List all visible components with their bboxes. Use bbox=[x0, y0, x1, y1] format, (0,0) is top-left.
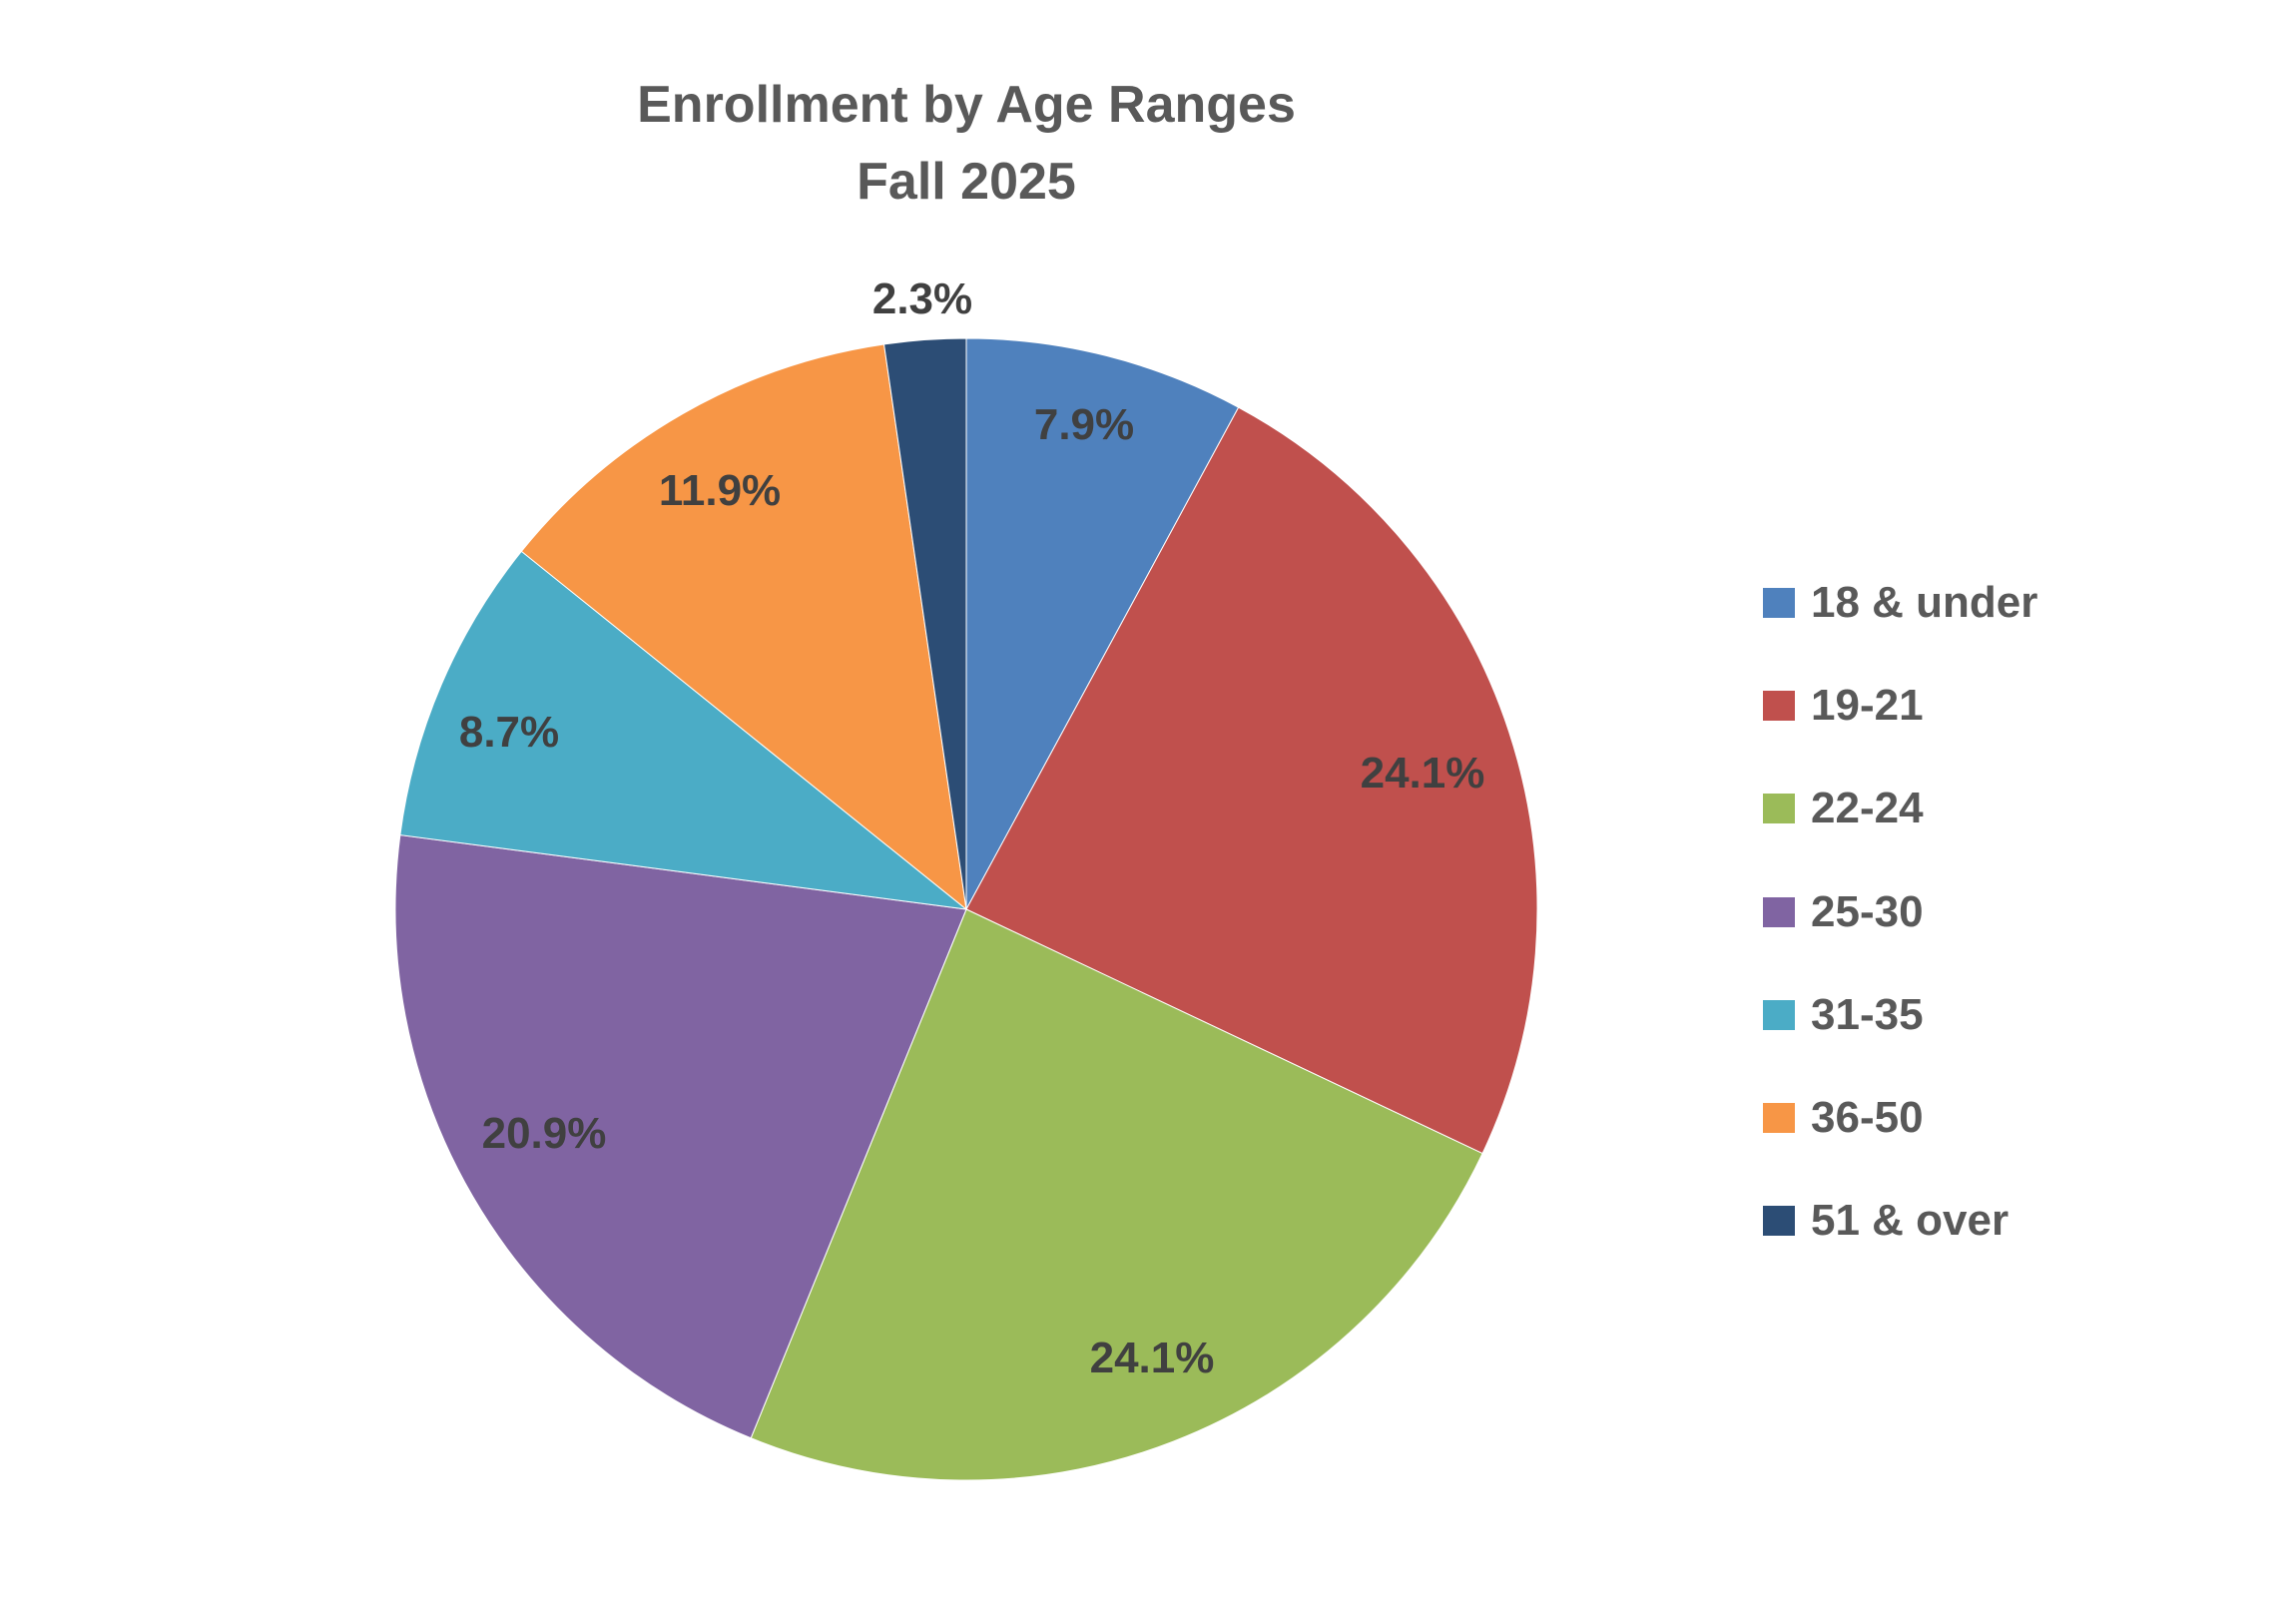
data-label: 7.9% bbox=[1034, 400, 1134, 449]
legend-label: 25-30 bbox=[1811, 886, 1924, 936]
legend-swatch bbox=[1763, 1103, 1795, 1133]
legend-label: 22-24 bbox=[1811, 784, 1924, 833]
chart-subtitle: Fall 2025 bbox=[857, 153, 1076, 211]
data-label: 24.1% bbox=[1090, 1334, 1215, 1382]
legend-item: 36-50 bbox=[1763, 1093, 1924, 1143]
legend-item: 51 & over bbox=[1763, 1196, 2009, 1246]
legend-item: 25-30 bbox=[1763, 887, 1924, 937]
pie-slice-36-50 bbox=[520, 343, 967, 911]
pie-slice-25-30 bbox=[394, 834, 967, 1439]
data-label: 2.3% bbox=[872, 274, 972, 323]
pie-slice-22-24 bbox=[750, 908, 1483, 1481]
data-label: 24.1% bbox=[1361, 749, 1485, 798]
legend-item: 31-35 bbox=[1763, 990, 1924, 1040]
legend-swatch bbox=[1763, 896, 1795, 927]
pie-slice-18-under bbox=[965, 337, 1240, 910]
chart-title: Enrollment by Age Ranges bbox=[637, 76, 1296, 134]
pie-slice-51-over bbox=[882, 337, 967, 910]
data-label: 8.7% bbox=[459, 708, 559, 757]
legend-label: 51 & over bbox=[1811, 1196, 2009, 1246]
legend-item: 18 & under bbox=[1763, 578, 2037, 628]
legend-label: 18 & under bbox=[1811, 578, 2038, 627]
legend-swatch bbox=[1763, 691, 1795, 722]
legend-label: 31-35 bbox=[1811, 989, 1924, 1039]
legend-swatch bbox=[1763, 1206, 1795, 1237]
legend-label: 19-21 bbox=[1811, 681, 1924, 731]
legend-swatch bbox=[1763, 999, 1795, 1030]
legend-label: 36-50 bbox=[1811, 1093, 1924, 1142]
pie-slice-31-35 bbox=[399, 550, 968, 910]
data-label: 11.9% bbox=[659, 466, 781, 515]
data-label: 20.9% bbox=[482, 1109, 607, 1158]
legend-item: 19-21 bbox=[1763, 681, 1924, 731]
pie-slice-19-21 bbox=[965, 406, 1538, 1155]
legend-swatch bbox=[1763, 588, 1795, 618]
legend-swatch bbox=[1763, 794, 1795, 824]
legend-item: 22-24 bbox=[1763, 784, 1924, 833]
